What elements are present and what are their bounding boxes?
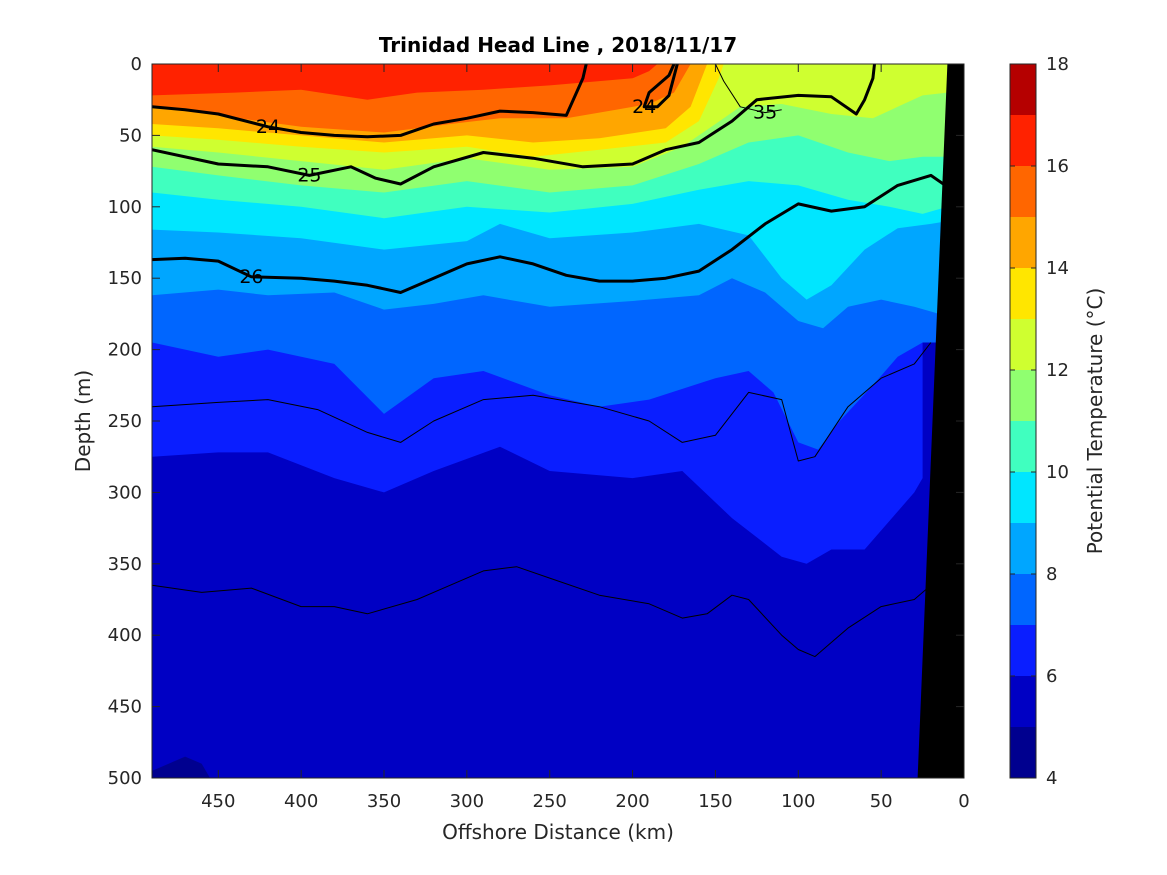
colorbar-tick-label-4: 4 [1046,768,1057,789]
y-tick-label-400: 400 [108,625,142,646]
colorbar-swatch-17 [1010,64,1036,115]
x-tick-label-350: 350 [367,791,401,812]
colorbar-swatch-4 [1010,727,1036,778]
x-tick-label-400: 400 [284,791,318,812]
y-axis: 0 50 100 150 200 250 300 350 400 450 500 [108,54,964,789]
colorbar-label: Potential Temperature (°C) [1083,288,1107,555]
y-axis-label: Depth (m) [71,370,95,472]
colorbar-tick-label-6: 6 [1046,666,1057,687]
colorbar-swatch-8 [1010,523,1036,574]
colorbar-tick-label-8: 8 [1046,564,1057,585]
x-tick-label-200: 200 [615,791,649,812]
x-tick-label-300: 300 [450,791,484,812]
colorbar-swatch-16 [1010,115,1036,166]
colorbar-swatch-10 [1010,421,1036,472]
x-tick-label-450: 450 [201,791,235,812]
y-tick-label-150: 150 [108,268,142,289]
x-axis: 450 400 350 300 250 200 150 100 50 0 [201,64,970,812]
y-tick-label-500: 500 [108,768,142,789]
colorbar: 4 6 8 10 12 14 16 18 [1009,54,1069,789]
x-tick-label-150: 150 [698,791,732,812]
y-tick-label-100: 100 [108,197,142,218]
contour-line-24-1 [642,64,679,109]
x-tick-label-100: 100 [781,791,815,812]
y-tick-label-0: 0 [131,54,142,75]
colorbar-frame [1009,63,1037,779]
colorbar-swatch-14 [1010,217,1036,268]
contour-label-24: 24 [632,96,656,118]
colorbar-tick-label-16: 16 [1046,156,1069,177]
chart-title: Trinidad Head Line , 2018/11/17 [379,33,737,57]
fill-region-16 [152,64,658,100]
contour-line-25-2 [152,64,876,186]
y-tick-label-50: 50 [119,125,142,146]
colorbar-swatch-12 [1010,319,1036,370]
contour-label-35: 35 [753,102,777,124]
contour-label-26: 26 [239,266,263,288]
contour-label-24: 24 [256,116,280,138]
y-tick-label-200: 200 [108,340,142,361]
contour-line-26-3 [152,173,949,294]
colorbar-tick-label-14: 14 [1046,258,1069,279]
temperature-contour-fill [152,64,964,778]
density-contour-lines [152,64,949,658]
seafloor-shape [917,64,964,778]
colorbar-swatch-5 [1010,676,1036,727]
colorbar-swatch-9 [1010,472,1036,523]
y-tick-label-450: 450 [108,697,142,718]
contour-line-thin-5 [152,566,932,658]
contour-line-thin-4 [152,342,932,462]
seafloor-mask [917,64,964,778]
x-tick-label-250: 250 [533,791,567,812]
contour-labels: 24 24 25 26 35 [239,96,777,288]
x-tick-label-50: 50 [870,791,893,812]
contour-label-25: 25 [297,164,321,186]
contour-line-24-0 [152,64,588,139]
colorbar-swatch-15 [1010,166,1036,217]
colorbar-tick-label-18: 18 [1046,54,1069,75]
colorbar-swatch-13 [1010,268,1036,319]
x-tick-label-0: 0 [958,791,969,812]
y-tick-label-250: 250 [108,411,142,432]
colorbar-swatch-11 [1010,370,1036,421]
colorbar-swatch-6 [1010,625,1036,676]
contour-line-35-6 [714,64,782,114]
y-tick-label-350: 350 [108,554,142,575]
colorbar-tick-label-10: 10 [1046,462,1069,483]
y-tick-label-300: 300 [108,482,142,503]
fill-region-4.5 [152,756,210,778]
colorbar-tick-label-12: 12 [1046,360,1069,381]
x-axis-label: Offshore Distance (km) [442,820,674,844]
colorbar-swatch-7 [1010,574,1036,625]
